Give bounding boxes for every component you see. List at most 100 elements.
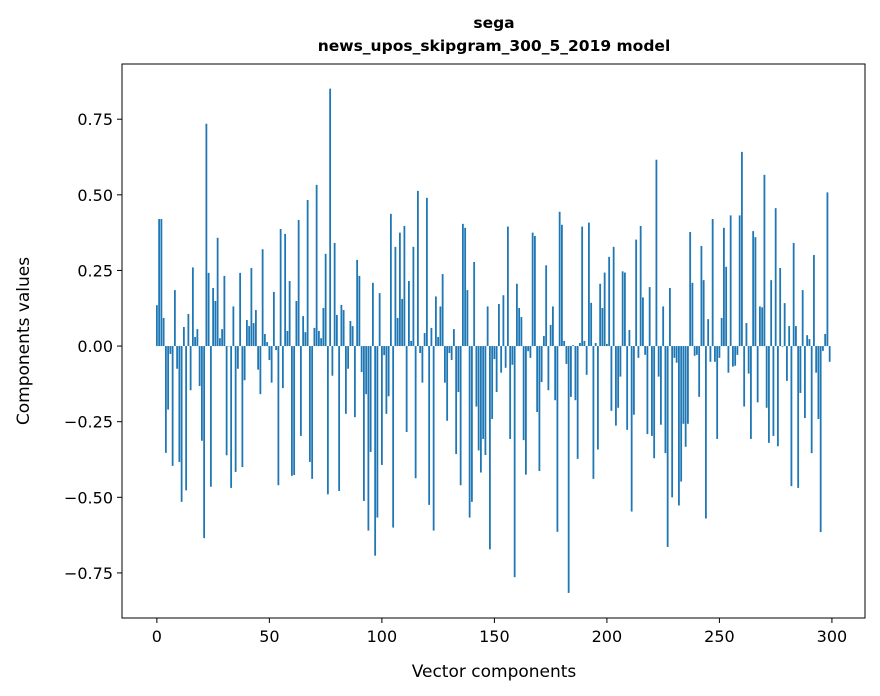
bar (680, 346, 683, 482)
bar (254, 310, 257, 347)
bar (320, 338, 323, 347)
bar (158, 219, 161, 347)
bar (450, 346, 453, 360)
bar (245, 320, 248, 347)
bar (468, 346, 471, 518)
bar (759, 306, 761, 347)
bar (687, 346, 689, 424)
x-tick-label: 50 (259, 627, 279, 646)
bar (624, 272, 626, 347)
bar (270, 346, 273, 383)
bar (646, 346, 649, 435)
bar (513, 346, 516, 578)
x-tick-label: 150 (479, 627, 510, 646)
bar (367, 346, 370, 531)
bar (592, 346, 595, 479)
bar (630, 346, 633, 512)
bar (360, 346, 363, 373)
bar (736, 346, 739, 355)
bar (626, 346, 629, 430)
bar (479, 346, 482, 473)
bar (529, 346, 532, 358)
bar (738, 215, 741, 347)
bar (412, 246, 415, 347)
bar (432, 346, 435, 531)
bar (380, 346, 383, 465)
bar (576, 346, 579, 459)
bar (169, 346, 172, 354)
bar (178, 346, 181, 462)
bar (459, 346, 462, 486)
bar (682, 346, 685, 424)
bar (234, 346, 237, 472)
bar (788, 326, 791, 347)
bar (495, 346, 498, 393)
bar (824, 333, 827, 347)
x-axis-label: Vector components (412, 662, 577, 682)
bar (540, 346, 543, 383)
bar (543, 336, 545, 347)
bar (716, 346, 719, 439)
bar (425, 197, 428, 347)
bar (180, 346, 183, 502)
bar (756, 346, 759, 403)
bar (768, 346, 770, 443)
bar (772, 346, 775, 436)
bar (376, 346, 379, 518)
bar (525, 346, 527, 475)
bar (547, 346, 550, 391)
bar (507, 226, 509, 347)
chart-title: sega (473, 14, 514, 32)
bar (527, 346, 530, 352)
bar (606, 343, 608, 347)
bar (423, 333, 426, 347)
bar (795, 326, 797, 347)
bar (349, 320, 352, 347)
bar (275, 346, 278, 350)
bar (628, 330, 631, 347)
bar (792, 242, 795, 347)
bar (356, 259, 359, 347)
bar (160, 219, 163, 347)
bar (747, 346, 750, 374)
bar (185, 346, 188, 491)
bar (194, 336, 197, 347)
bar (351, 326, 354, 347)
bar (272, 291, 275, 347)
plot-frame (121, 63, 866, 619)
bar (617, 346, 620, 408)
bar (464, 227, 467, 347)
bar (322, 307, 325, 347)
bar (493, 346, 496, 360)
bar (446, 346, 449, 421)
bar (678, 346, 680, 506)
bar (714, 346, 716, 362)
bar (671, 346, 674, 498)
bar (644, 346, 647, 355)
bar (216, 237, 219, 347)
bar (522, 346, 525, 441)
bar (223, 275, 226, 347)
bar (248, 326, 251, 347)
bar (488, 346, 491, 550)
bar (200, 346, 203, 441)
y-tick-label: −0.25 (64, 413, 113, 432)
bar (588, 222, 590, 347)
y-tick-label: 0.50 (77, 186, 113, 205)
bar (232, 306, 235, 347)
bar (171, 346, 174, 466)
bar (290, 346, 293, 476)
bar (642, 297, 644, 347)
bar (304, 332, 307, 347)
bar (279, 229, 282, 347)
x-axis-ticks: 0 50 100 150 200 250 300 (152, 618, 847, 646)
y-tick-label: −0.50 (64, 488, 113, 507)
x-tick-label: 300 (817, 627, 848, 646)
bar (475, 346, 478, 407)
bar (437, 336, 440, 347)
bar (241, 346, 244, 468)
bar (619, 346, 622, 377)
bar (570, 346, 572, 397)
bar (806, 335, 809, 347)
bar (779, 268, 782, 347)
